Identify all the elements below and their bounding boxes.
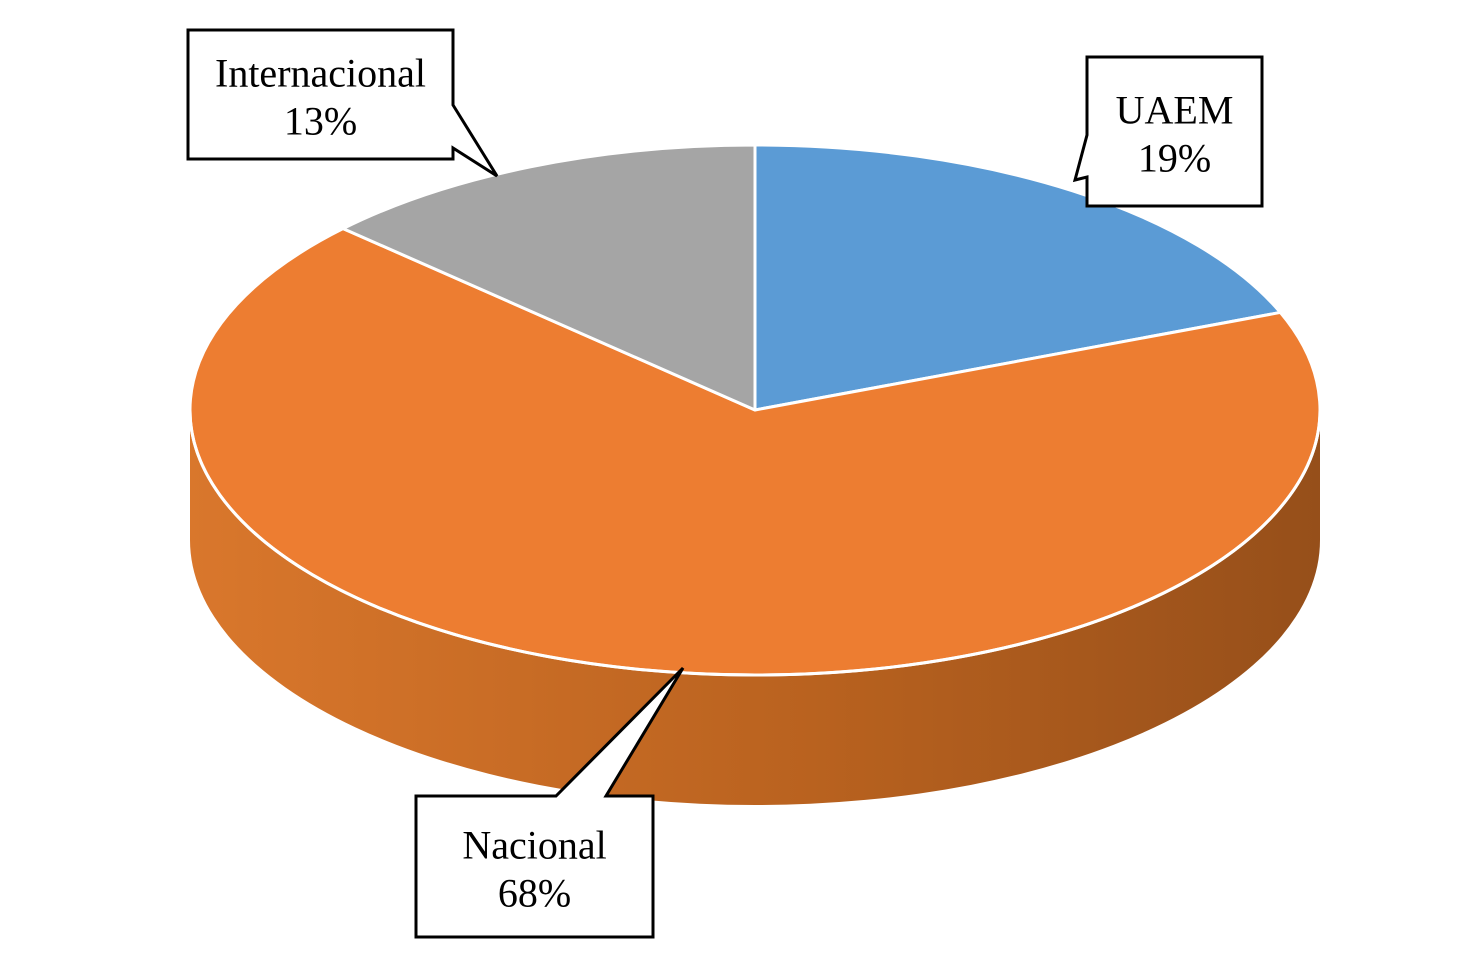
callout-box-internacional xyxy=(186,28,499,178)
pie-side-nacional xyxy=(190,410,1320,805)
pie-slice-uaem xyxy=(753,143,1282,412)
callout-box-nacional xyxy=(414,666,685,939)
pie-slice-internacional xyxy=(341,143,757,412)
data-label-category-uaem: UAEM xyxy=(1116,88,1234,133)
data-label-category-nacional: Nacional xyxy=(462,823,606,868)
pie-slices-group xyxy=(188,143,1322,677)
pie-side-group xyxy=(190,410,1320,805)
callout-box-uaem xyxy=(1072,55,1264,208)
data-label-value-uaem: 19% xyxy=(1138,136,1211,181)
data-label-value-nacional: 68% xyxy=(498,871,571,916)
data-label-value-internacional: 13% xyxy=(284,99,357,144)
data-label-category-internacional: Internacional xyxy=(215,51,426,96)
pie-top-rim xyxy=(188,409,1322,677)
